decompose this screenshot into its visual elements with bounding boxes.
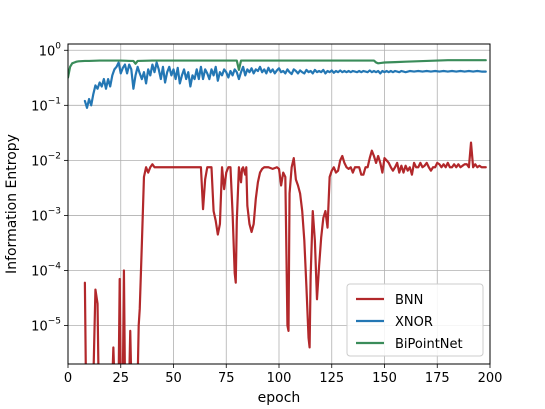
series-lines bbox=[68, 59, 487, 364]
legend: BNN XNOR BiPointNet bbox=[346, 283, 484, 357]
y-tick-label: 10−1 bbox=[31, 96, 61, 114]
x-tick-label: 175 bbox=[425, 371, 450, 386]
x-tick-label: 50 bbox=[165, 371, 182, 386]
y-axis-label: Information Entropy bbox=[4, 134, 20, 274]
y-tick-label: 10−3 bbox=[31, 206, 61, 224]
x-tick-label: 0 bbox=[64, 371, 72, 386]
x-tick-label: 75 bbox=[218, 371, 235, 386]
x-tick-label: 25 bbox=[112, 371, 129, 386]
x-tick-label: 100 bbox=[267, 371, 292, 386]
x-tick-label: 125 bbox=[319, 371, 344, 386]
axis-ticks: 0 25 50 75 100 125 150 175 200 10−5 10−4 10−3 10−2 10… bbox=[31, 41, 502, 386]
legend-label-bipointnet: BiPointNet bbox=[395, 337, 463, 352]
legend-box bbox=[346, 283, 484, 357]
x-tick-label: 200 bbox=[478, 371, 503, 386]
y-tick-label: 10−4 bbox=[31, 261, 61, 279]
y-tick-label: 100 bbox=[39, 41, 62, 59]
series-line-xnor bbox=[83, 61, 487, 109]
legend-label-bnn: BNN bbox=[395, 293, 423, 308]
series-line-bnn bbox=[83, 141, 487, 364]
y-tick-label: 10−2 bbox=[31, 151, 61, 169]
x-axis-label: epoch bbox=[258, 390, 301, 406]
y-tick-label: 10−5 bbox=[31, 317, 61, 335]
series-line-bipointnet bbox=[68, 59, 487, 79]
legend-label-xnor: XNOR bbox=[395, 315, 433, 330]
x-tick-label: 150 bbox=[372, 371, 397, 386]
